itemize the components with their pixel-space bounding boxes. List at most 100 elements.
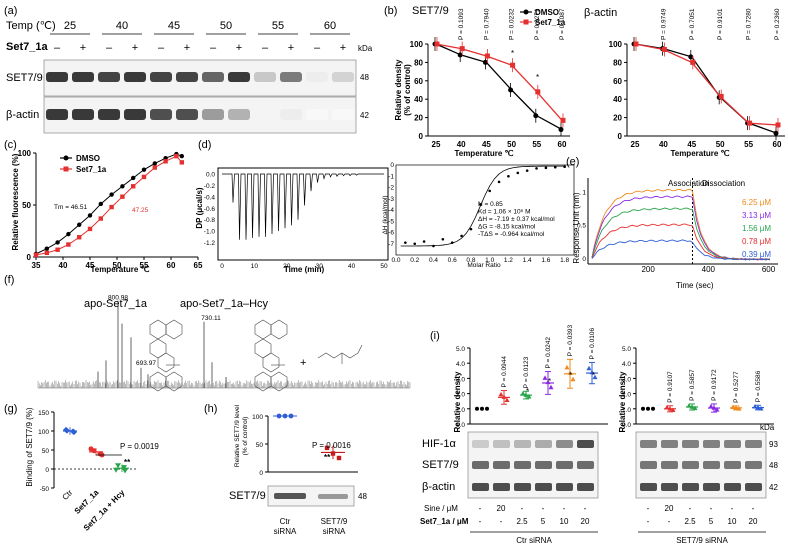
i-band-right-hif-2 (682, 440, 699, 448)
b-left-pval-2: P = 0.0232 (509, 8, 516, 40)
panel-g-p: P = 0.0019 (120, 442, 159, 451)
d-fit-pt-10 (497, 180, 501, 184)
band-actin-8 (254, 109, 276, 120)
i-right-pt-3-2 (711, 405, 717, 410)
i-left-pval-1: P = 0.0944 (501, 356, 508, 388)
c-xtick-label-65: 65 (194, 261, 203, 270)
c-pt-DMSO-3 (66, 231, 71, 237)
i-right-pt-2-1 (692, 405, 698, 411)
c-ytick-label-0: 0 (27, 253, 32, 262)
band-set79-0 (46, 72, 68, 82)
c-pt-Set7_1a-3 (66, 242, 71, 247)
b-left-pt-Set7_1a-4 (535, 89, 541, 95)
c-pt-DMSO-9 (131, 175, 136, 181)
i-right-ytick-label-5: 5.0 (622, 346, 631, 353)
i-left-pt-4-0 (564, 364, 570, 370)
kda-i-93: 93 (769, 440, 778, 449)
b-left-pt-DMSO-3 (508, 87, 514, 93)
i-right-pt-4-0 (730, 404, 736, 409)
b-right-xtick-label-60: 60 (773, 140, 782, 149)
i-right-pval-1: P = 0.9107 (667, 371, 674, 403)
i-right-pt-1-2 (667, 406, 673, 411)
sign-2: – (106, 42, 113, 54)
i-sine-0-2: - (521, 504, 524, 513)
d-fit-xtick-1.2: 1.2 (504, 257, 513, 264)
i-band-right-actin-0 (640, 483, 657, 491)
band-set79-11 (332, 72, 354, 82)
group-set79-sirna: SET7/9 siRNA (676, 536, 728, 545)
panel-d-letter: (d) (198, 139, 211, 151)
c-pt-Set7_1a-6 (98, 216, 103, 221)
temp-40: 40 (116, 20, 128, 32)
band-actin-0 (46, 109, 68, 120)
panel-h-blot-label: SET7/9 (229, 490, 266, 502)
c-pt-Set7_1a-4 (77, 235, 82, 240)
i-right-pt-4-2 (733, 405, 739, 410)
b-right-xtick-label-55: 55 (744, 140, 753, 149)
d-fit-pt-4 (441, 237, 445, 241)
blot-h (267, 485, 355, 507)
i-set7-1-4: 10 (728, 517, 737, 526)
i-left-pt-2-0 (520, 390, 526, 396)
label-apo-set7: apo-Set7_1a (84, 298, 148, 310)
d-fit-curve (400, 165, 565, 247)
panel-b: (b) SET7/9 β-actin Relative density(% of… (384, 5, 785, 158)
i-sine-0-0: - (479, 504, 482, 513)
band-set79-9 (280, 72, 302, 82)
b-right-ytick-label-20: 20 (613, 114, 622, 123)
f-peak-label-0: 800.98 (108, 295, 128, 302)
b-right-pval-0: P = 0.9749 (660, 8, 667, 40)
i-band-left-actin-3 (535, 483, 552, 491)
c-pt-DMSO-2 (55, 240, 60, 245)
g-pt-1-3 (97, 451, 103, 457)
panel-h-group-ctr: Ctr siRNA (274, 517, 297, 536)
d-fit-pt-0 (404, 241, 407, 244)
band-set79-3 (124, 72, 146, 82)
band-actin-4 (150, 109, 172, 120)
d-fit-ytick--5: -5 (388, 218, 394, 225)
b-right-xtick-label-25: 25 (631, 140, 640, 149)
b-left-pt-Set7_1a-5 (560, 117, 566, 123)
i-band-left-hif-4 (556, 440, 573, 448)
panel-e-ylabel: Response Unit (nm) (572, 192, 581, 263)
i-band-right-set79-5 (745, 461, 762, 469)
i-band-right-actin-5 (745, 483, 762, 491)
band-actin-5 (176, 109, 198, 120)
d-fit-ytick--6: -6 (388, 230, 394, 237)
b-left-pval-3: P = 0.0271 (534, 8, 541, 40)
blot-i-left (467, 431, 599, 499)
i-left-pval-3: P = 0.0242 (545, 337, 552, 369)
i-sine-1-4: - (731, 504, 734, 513)
c-pt-Set7_1a-2 (55, 247, 60, 252)
i-left-star-1: * (548, 377, 551, 386)
blot-actin (43, 96, 357, 134)
i-band-right-hif-3 (703, 440, 720, 448)
chart-b-right: 0 20 40 60 80 100 25 40 45 50 55 60 P = 0.9749 P = 0.… (609, 8, 785, 149)
legend-marker-set7 (523, 19, 529, 25)
i-left-pt-3-2 (545, 379, 551, 385)
sign-1: + (80, 42, 86, 54)
i-left-star-0: * (526, 387, 529, 396)
panel-d-fit-xlabel: Molar Ratio (467, 262, 501, 269)
structure-hcy (317, 344, 363, 364)
i-right-ytick-label-2: 2.0 (622, 392, 631, 399)
legend-c-set7: Set7_1a (76, 165, 107, 174)
legend-dmso: DMSO (535, 8, 559, 17)
h-ytick-label-100: 100 (252, 414, 263, 421)
panel-b-left-xlabel: Temperature ℃ (454, 149, 513, 158)
chart-d-itc: 0.0 -0.2 -0.4 -0.6 -0.8 -1.0 -1.2 0 10 20 30 40 50 (204, 167, 389, 270)
i-band-right-set79-3 (703, 461, 720, 469)
c-pt-DMSO-10 (141, 167, 147, 172)
i-band-right-set79-4 (724, 461, 741, 469)
b-left-pt-Set7_1a-2 (484, 53, 490, 59)
d-fit-xtick-0.4: 0.4 (429, 257, 438, 264)
i-sine-1-1: 20 (665, 504, 674, 513)
band-h-ctr (274, 493, 306, 499)
b-right-pt-Set7_1a-0 (633, 41, 639, 47)
c-pt-Set7_1a-12 (163, 159, 168, 164)
panel-b-ylabel-1: Relative density(% of control) (394, 59, 412, 120)
b-right-pt-DMSO-2 (688, 54, 694, 60)
b-right-pt-Set7_1a-1 (661, 47, 667, 53)
panel-i: (i) Relative density Relative density 0.… (420, 325, 778, 545)
d-xtick-0: 0 (220, 263, 224, 270)
